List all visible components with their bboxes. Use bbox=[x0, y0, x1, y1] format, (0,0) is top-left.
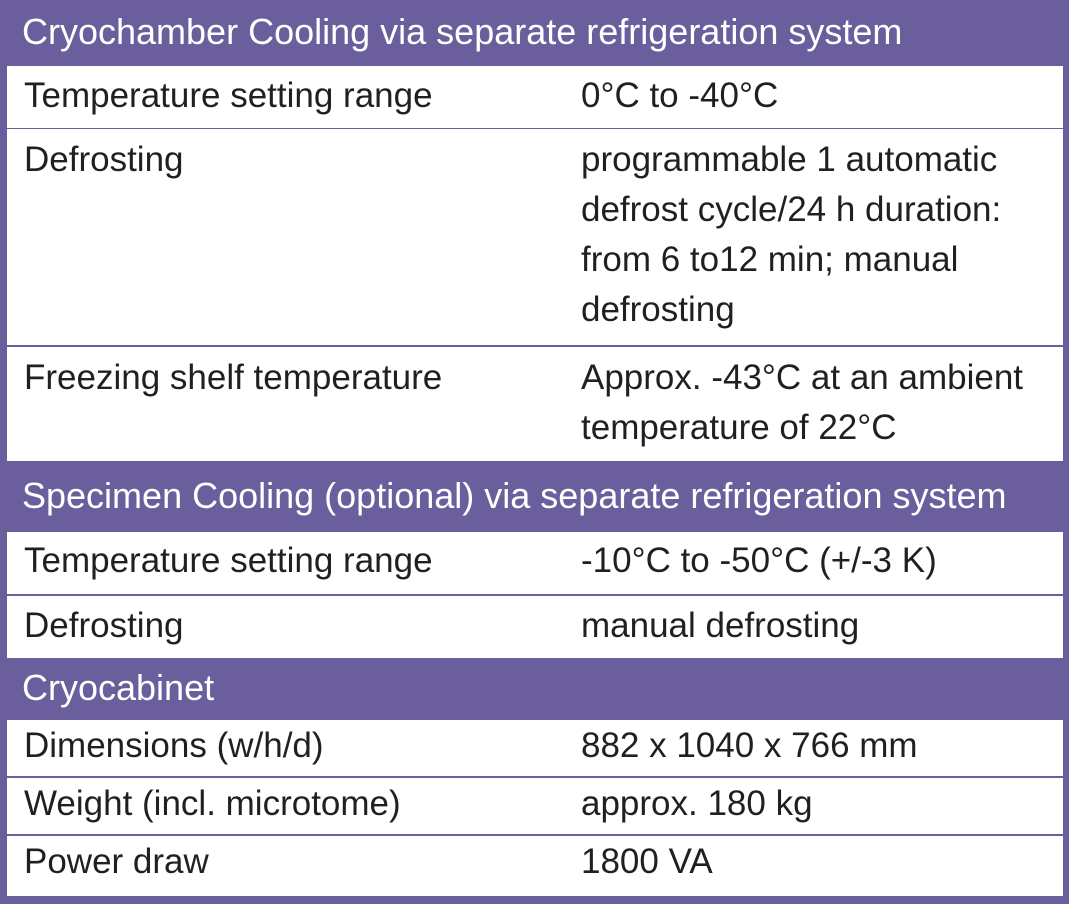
table-row: Weight (incl. microtome) approx. 180 kg bbox=[7, 778, 1063, 834]
row-label: Weight (incl. microtome) bbox=[24, 784, 401, 823]
table-row: Temperature setting range 0°C to -40°C bbox=[7, 66, 1063, 128]
section-header-cryocabinet: Cryocabinet bbox=[0, 664, 1069, 714]
table-row: Temperature setting range -10°C to -50°C… bbox=[7, 532, 1063, 594]
row-label: Dimensions (w/h/d) bbox=[24, 726, 324, 765]
section-header-specimen-cooling: Specimen Cooling (optional) via separate… bbox=[0, 472, 1069, 524]
row-label: Freezing shelf temperature bbox=[24, 358, 443, 397]
row-value: 882 x 1040 x 766 mm bbox=[581, 726, 918, 765]
table-row: Defrosting programmable 1 automatic defr… bbox=[7, 129, 1063, 345]
section-header-cryochamber: Cryochamber Cooling via separate refrige… bbox=[0, 8, 1069, 58]
row-label: Temperature setting range bbox=[24, 76, 433, 115]
row-value: programmable 1 automatic defrost cycle/2… bbox=[581, 140, 1002, 329]
row-value: -10°C to -50°C (+/-3 K) bbox=[581, 541, 937, 580]
row-label: Defrosting bbox=[24, 140, 184, 179]
row-value: manual defrosting bbox=[581, 606, 860, 645]
table-row: Power draw 1800 VA bbox=[7, 836, 1063, 896]
table-row: Freezing shelf temperature Approx. -43°C… bbox=[7, 347, 1063, 461]
row-value: approx. 180 kg bbox=[581, 784, 813, 823]
row-label: Defrosting bbox=[24, 606, 184, 645]
row-value: 1800 VA bbox=[581, 842, 713, 881]
table-row: Defrosting manual defrosting bbox=[7, 596, 1063, 658]
row-value: 0°C to -40°C bbox=[581, 76, 779, 115]
row-label: Temperature setting range bbox=[24, 541, 433, 580]
row-label: Power draw bbox=[24, 842, 209, 881]
table-row: Dimensions (w/h/d) 882 x 1040 x 766 mm bbox=[7, 720, 1063, 776]
row-value: Approx. -43°C at an ambient temperature … bbox=[581, 358, 1024, 447]
